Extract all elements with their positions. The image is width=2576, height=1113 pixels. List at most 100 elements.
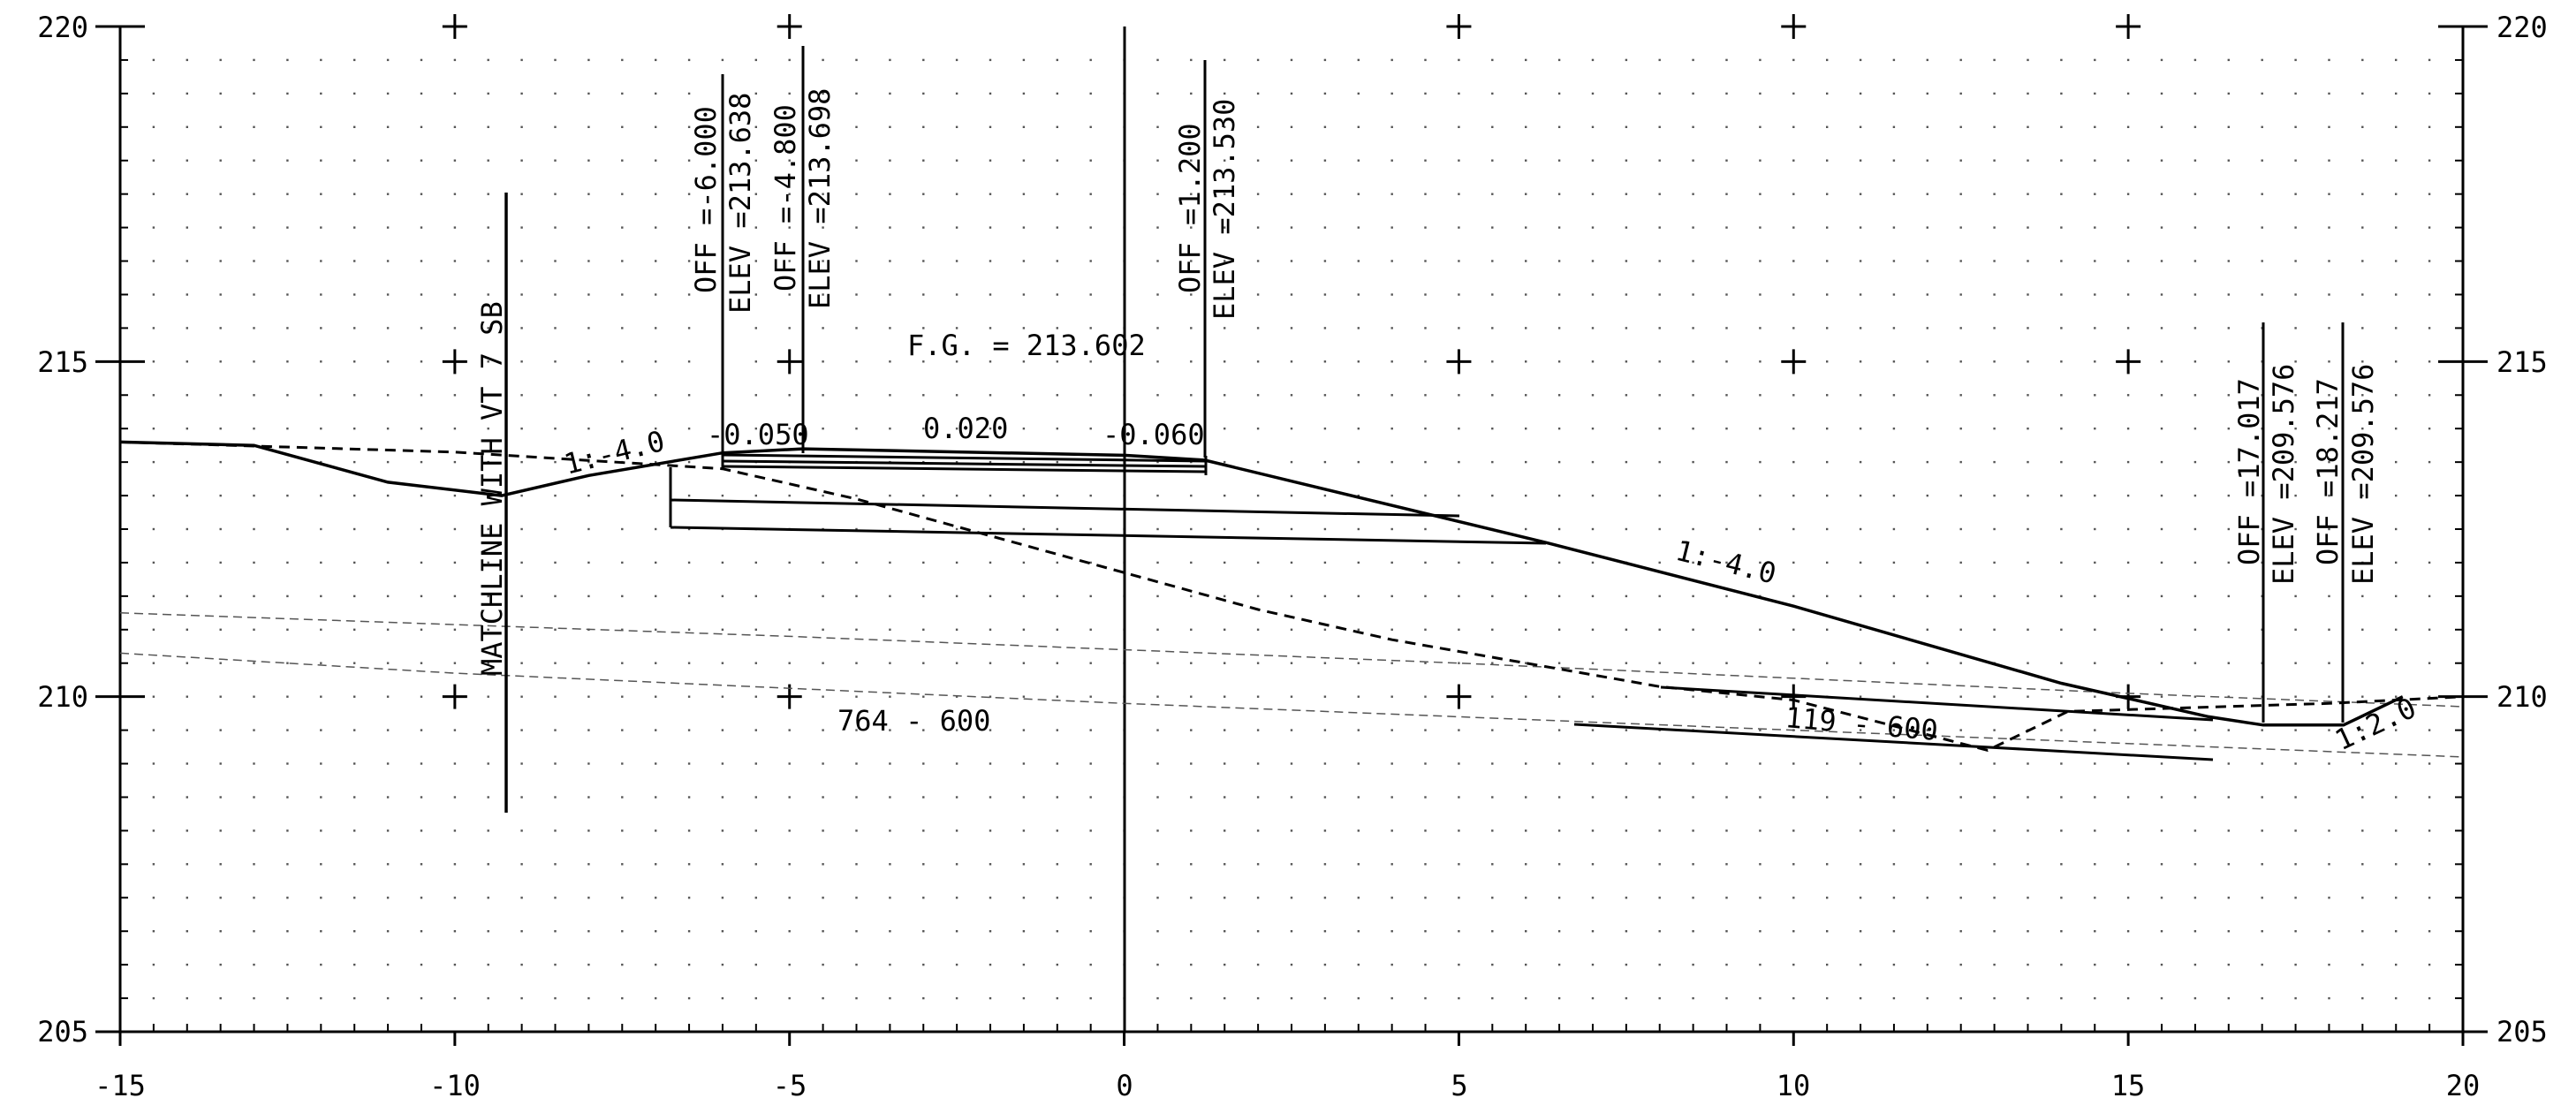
grid-dot	[1859, 58, 1862, 62]
grid-dot	[2060, 460, 2063, 464]
grid-dot	[1826, 762, 1829, 765]
grid-dot	[1826, 58, 1829, 62]
grid-dot	[1022, 963, 1026, 966]
grid-dot	[2027, 226, 2029, 229]
grid-dot	[955, 897, 958, 899]
grid-dot	[2027, 125, 2029, 128]
grid-dot	[2261, 796, 2263, 799]
grid-dot	[487, 58, 489, 62]
grid-dot	[989, 594, 992, 598]
grid-dot	[621, 897, 624, 899]
grid-dot	[889, 695, 891, 698]
grid-dot	[922, 494, 925, 497]
grid-dot	[1725, 360, 1728, 363]
grid-dot	[2395, 930, 2398, 933]
x-tick-label: -10	[429, 1069, 481, 1102]
grid-dot	[2060, 762, 2063, 765]
grid-dot	[2027, 829, 2029, 832]
grid-dot	[253, 829, 255, 832]
grid-dot	[889, 293, 891, 296]
grid-dot	[2094, 394, 2096, 397]
grid-dot	[520, 561, 523, 564]
grid-dot	[1357, 193, 1360, 195]
grid-dot	[219, 561, 222, 564]
grid-dot	[1892, 561, 1896, 564]
grid-dot	[1323, 159, 1327, 162]
grid-dot	[420, 159, 423, 162]
grid-dot	[2094, 494, 2096, 497]
grid-dot	[1792, 628, 1795, 631]
grid-dot	[655, 226, 657, 229]
grid-dot	[822, 360, 824, 363]
grid-dot	[587, 460, 590, 464]
grid-dot	[655, 58, 657, 62]
grid-dot	[2395, 293, 2398, 296]
grid-dot	[687, 930, 691, 933]
grid-dot	[186, 460, 188, 464]
grid-dot	[1323, 394, 1327, 397]
grid-dot	[420, 863, 423, 866]
grid-dot	[1190, 662, 1193, 664]
grid-dot	[152, 159, 155, 162]
grid-dot	[1826, 360, 1829, 363]
grid-dot	[487, 762, 489, 765]
grid-dot	[554, 796, 557, 799]
grid-dot	[554, 193, 557, 195]
grid-dot	[1256, 394, 1260, 397]
grid-dot	[2094, 897, 2096, 899]
grid-dot	[2227, 662, 2230, 664]
grid-dot	[1926, 897, 1928, 899]
grid-dot	[1658, 963, 1661, 966]
grid-dot	[2227, 527, 2230, 531]
grid-dot	[1926, 293, 1928, 296]
grid-dot	[2261, 829, 2263, 832]
grid-dot	[386, 360, 390, 363]
grid-dot	[922, 863, 925, 866]
grid-dot	[2160, 293, 2163, 296]
grid-dot	[1959, 561, 1962, 564]
grid-dot	[453, 796, 457, 799]
grid-dot	[721, 58, 724, 62]
grid-dot	[320, 293, 322, 296]
grid-dot	[320, 762, 322, 765]
grid-dot	[1190, 561, 1193, 564]
grid-dot	[1089, 226, 1092, 229]
grid-dot	[855, 293, 858, 296]
grid-dot	[2094, 561, 2096, 564]
grid-dot	[1323, 527, 1327, 531]
grid-dot	[2126, 561, 2130, 564]
grid-dot	[219, 829, 222, 832]
grid-dot	[1658, 428, 1661, 430]
grid-dot	[788, 125, 791, 128]
grid-dot	[253, 628, 255, 631]
grid-dot	[1557, 159, 1561, 162]
grid-dot	[186, 695, 188, 698]
grid-dot	[1156, 729, 1159, 731]
grid-dot	[1458, 460, 1460, 464]
grid-dot	[2328, 796, 2330, 799]
grid-dot	[655, 863, 657, 866]
grid-dot	[2294, 460, 2297, 464]
grid-dot	[2395, 662, 2398, 664]
grid-dot	[1323, 963, 1327, 966]
grid-dot	[955, 159, 958, 162]
grid-dot	[721, 494, 724, 497]
grid-dot	[219, 930, 222, 933]
grid-dot	[922, 662, 925, 664]
grid-dot	[186, 394, 188, 397]
grid-dot	[1591, 662, 1595, 664]
grid-dot	[487, 394, 489, 397]
grid-dot	[1591, 963, 1595, 966]
grid-dot	[1357, 963, 1360, 966]
grid-dot	[1056, 193, 1058, 195]
grid-dot	[1591, 527, 1595, 531]
grid-dot	[2328, 360, 2330, 363]
grid-plus-marker	[777, 349, 802, 375]
grid-dot	[2428, 897, 2431, 899]
grid-dot	[2060, 494, 2063, 497]
grid-dot	[621, 796, 624, 799]
grid-dot	[2328, 327, 2330, 329]
grid-dot	[1256, 897, 1260, 899]
grid-dot	[286, 58, 289, 62]
grid-dot	[1759, 996, 1762, 1000]
